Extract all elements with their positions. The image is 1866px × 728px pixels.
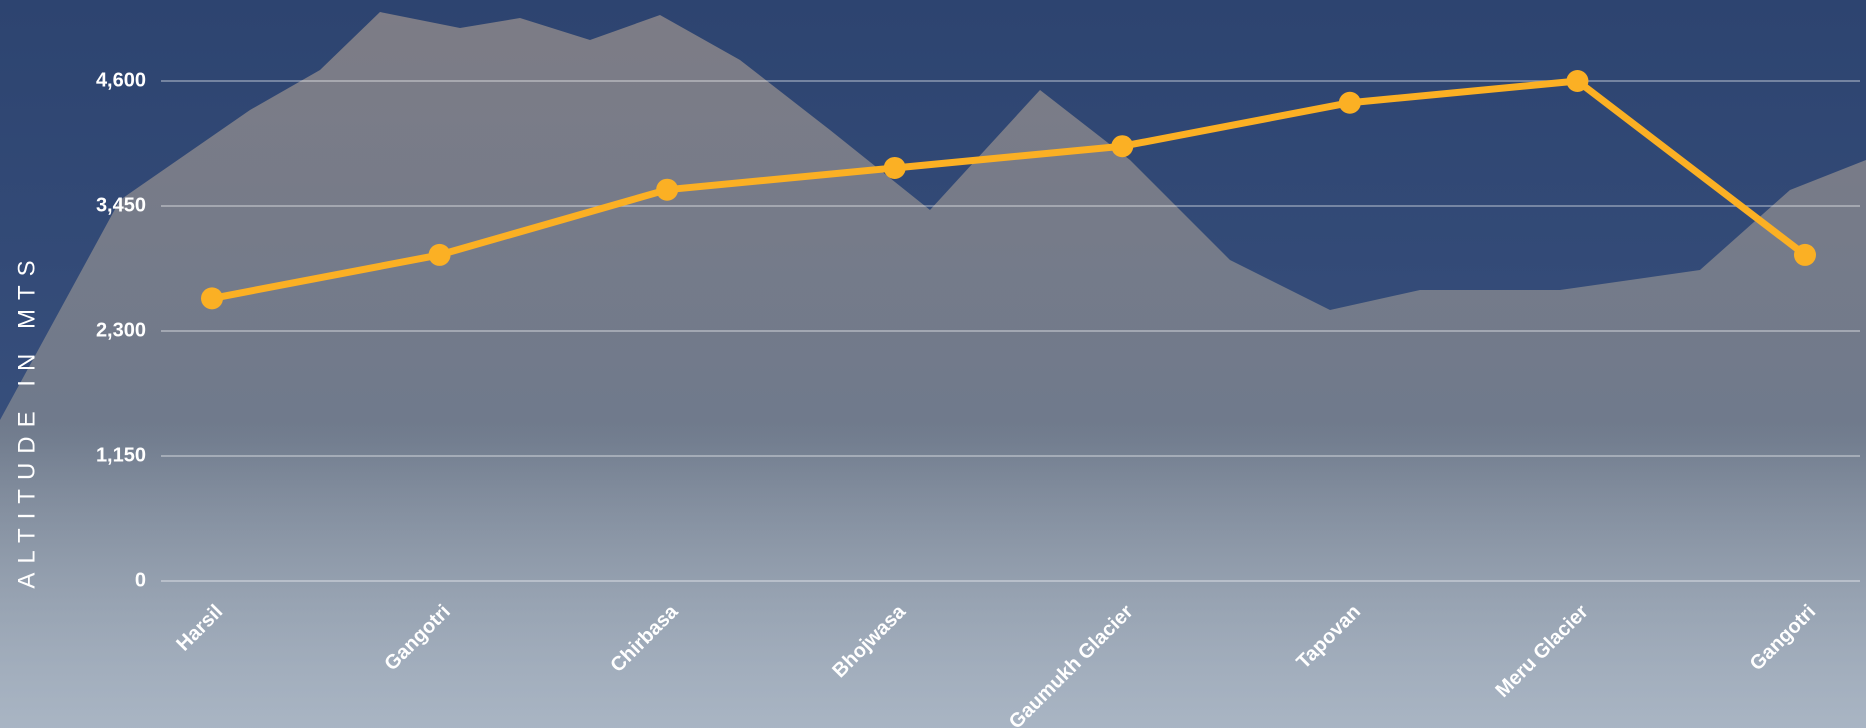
point [201,287,223,310]
mist [0,420,1866,728]
y-tick-label: 1,150 [96,444,146,466]
point [1566,70,1589,92]
point [1111,135,1134,158]
point [1338,91,1361,114]
y-axis-title: ALTITUDE IN MTS [13,251,40,588]
y-tick-label: 4,600 [96,69,146,91]
point [428,243,451,266]
y-tick-label: 2,300 [96,319,146,341]
line [211,77,1808,302]
point [656,178,679,201]
point [1794,243,1816,266]
y-tick-label: 3,450 [96,194,146,216]
y-tick-label: 0 [135,569,146,591]
point [883,156,906,179]
